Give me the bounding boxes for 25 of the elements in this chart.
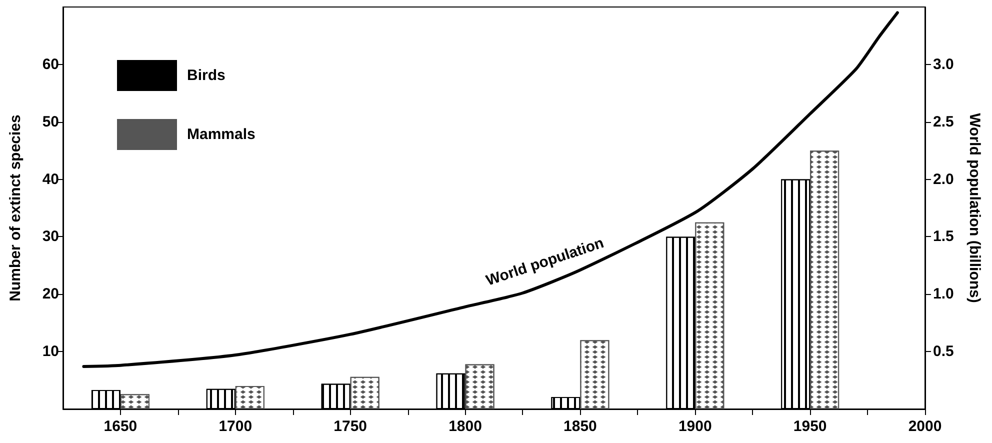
x-tick-label: 1650 <box>104 418 138 435</box>
x-tick-label: 1950 <box>793 418 827 435</box>
x-tick-label: 1800 <box>448 418 482 435</box>
y-tick-label: 20 <box>42 286 59 303</box>
y-tick-label: 30 <box>42 228 59 246</box>
legend-label: Birds <box>187 67 226 84</box>
y-tick-label: 10 <box>42 343 59 360</box>
x-tick-label: 1750 <box>334 418 368 435</box>
line-series <box>82 11 899 368</box>
y-tick-label: 40 <box>42 170 59 188</box>
y2-tick-label: 1.5 <box>933 228 954 246</box>
y-tick-label: 50 <box>42 113 59 130</box>
x-tick-label: 1900 <box>678 418 712 435</box>
y2-tick-label: 3.0 <box>933 56 954 73</box>
y2-tick-label: 1.0 <box>933 286 954 303</box>
y-axis-title: Number of extinct species <box>7 114 24 302</box>
y2-tick-label: 2.0 <box>933 170 954 188</box>
legend-label: Mammals <box>187 126 256 143</box>
x-tick-label: 1850 <box>564 418 597 435</box>
y-tick-label: 60 <box>42 56 59 73</box>
x-tick-label: 2000 <box>908 418 942 435</box>
y2-axis-title: World population (billions) <box>966 113 983 303</box>
y2-tick-label: 2.5 <box>933 113 954 130</box>
y2-tick-label: 0.5 <box>933 343 954 360</box>
x-tick-label: 1700 <box>218 418 252 435</box>
